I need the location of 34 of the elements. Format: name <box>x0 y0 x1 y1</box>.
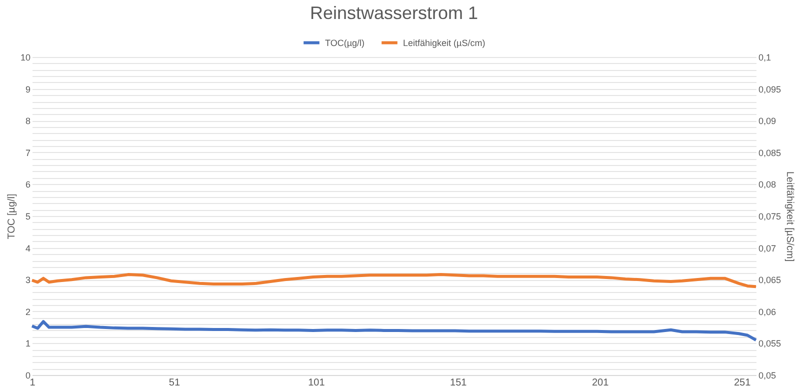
legend-label: TOC(µg/l) <box>325 38 365 48</box>
y2-tick-label: 0,085 <box>758 148 782 158</box>
x-tick-label: 251 <box>734 378 752 388</box>
y2-tick-label: 0,1 <box>758 52 772 62</box>
x-tick-label: 151 <box>450 378 468 388</box>
y2-tick-label: 0,065 <box>758 275 782 286</box>
line-series <box>30 320 758 342</box>
y2-tick-label: 0,055 <box>758 338 782 349</box>
y2-tick-label: 0,075 <box>758 212 782 222</box>
y2-tick-label: 0,05 <box>758 370 776 380</box>
y-tick-label: 8 <box>25 116 30 126</box>
legend-label: Leitfähigkeit (µS/cm) <box>403 38 486 48</box>
y2-tick-label: 0,095 <box>758 84 782 94</box>
y2-tick-label: 0,09 <box>758 116 776 126</box>
line-series <box>30 273 758 288</box>
x-tick-label: 201 <box>592 378 610 388</box>
y-tick-label: 1 <box>25 338 30 349</box>
y-tick-label: 6 <box>25 180 30 190</box>
y-tick-label: 4 <box>25 243 30 254</box>
y2-tick-label: 0,08 <box>758 180 776 190</box>
y2-axis-title: Leitfähigkeit [µS/cm] <box>784 171 796 262</box>
y2-tick-label: 0,07 <box>758 243 776 254</box>
y-tick-label: 2 <box>25 306 30 317</box>
y-axis-title: TOC [µg/l] <box>6 193 18 240</box>
y-tick-label: 5 <box>25 212 30 222</box>
y2-tick-label: 0,06 <box>758 306 776 317</box>
y-tick-label: 10 <box>20 52 30 62</box>
x-tick-label: 101 <box>308 378 326 388</box>
y-tick-label: 0 <box>25 370 30 380</box>
y-tick-label: 9 <box>25 84 30 94</box>
y-tick-label: 3 <box>25 275 30 286</box>
chart-title: Reinstwasserstrom 1 <box>310 3 478 23</box>
y-tick-label: 7 <box>25 148 30 158</box>
x-tick-label: 51 <box>168 378 180 388</box>
